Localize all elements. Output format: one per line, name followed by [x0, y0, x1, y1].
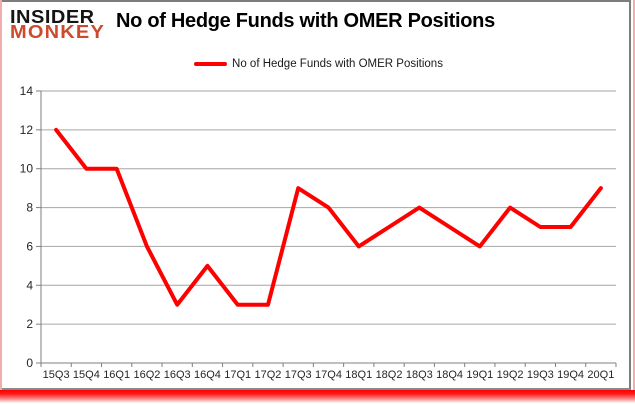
- x-tick-label: 17Q2: [255, 369, 282, 381]
- series-line: [54, 127, 603, 307]
- y-tick-label: 12: [20, 123, 34, 137]
- y-tick-label: 10: [20, 162, 34, 176]
- y-tick-label: 2: [26, 317, 33, 331]
- x-tick-label: 16Q4: [194, 369, 221, 381]
- x-tick-label: 17Q3: [285, 369, 312, 381]
- red-glow-bottom: [0, 390, 635, 403]
- y-tick-label: 14: [20, 84, 34, 98]
- x-tick-label: 19Q2: [497, 369, 524, 381]
- x-tick-label: 19Q3: [527, 369, 554, 381]
- line-chart: 0 2 4 6 8 10 12 14 15Q3 15Q4 16Q1 16Q2 16Q3 16Q4 17Q1 1…: [20, 84, 617, 381]
- x-tick-label: 18Q1: [345, 369, 372, 381]
- chart-card: INSIDER MONKEY No of Hedge Funds with OM…: [2, 0, 631, 390]
- x-tick-label: 15Q3: [43, 369, 70, 381]
- x-tick-label: 17Q4: [315, 369, 342, 381]
- y-tick-label: 8: [26, 201, 33, 215]
- x-tick-label: 18Q4: [436, 369, 463, 381]
- y-tick-label: 0: [26, 356, 33, 370]
- x-tick-label: 16Q3: [164, 369, 191, 381]
- chart-title: No of Hedge Funds with OMER Positions: [116, 10, 495, 32]
- logo-text-insider: INSIDER: [10, 7, 95, 28]
- legend-label: No of Hedge Funds with OMER Positions: [232, 58, 443, 70]
- x-tick-label: 20Q1: [587, 369, 614, 381]
- x-tick-label: 19Q4: [557, 369, 584, 381]
- red-glow-right: [633, 0, 635, 396]
- insider-monkey-logo: INSIDER MONKEY: [10, 7, 105, 43]
- y-tick-label: 4: [26, 278, 33, 292]
- x-tick-label: 19Q1: [466, 369, 493, 381]
- x-tick-label: 18Q2: [376, 369, 403, 381]
- x-tick-label: 17Q1: [224, 369, 251, 381]
- x-tick-label: 15Q4: [73, 369, 100, 381]
- legend-line-swatch: [194, 62, 228, 66]
- x-tick-label: 18Q3: [406, 369, 433, 381]
- red-glow-left: [0, 0, 2, 396]
- legend: No of Hedge Funds with OMER Positions: [4, 58, 633, 70]
- logo-text-monkey: MONKEY: [10, 22, 105, 43]
- x-tick-label: 16Q1: [103, 369, 130, 381]
- y-tick-label: 6: [26, 239, 33, 253]
- x-tick-label: 16Q2: [133, 369, 160, 381]
